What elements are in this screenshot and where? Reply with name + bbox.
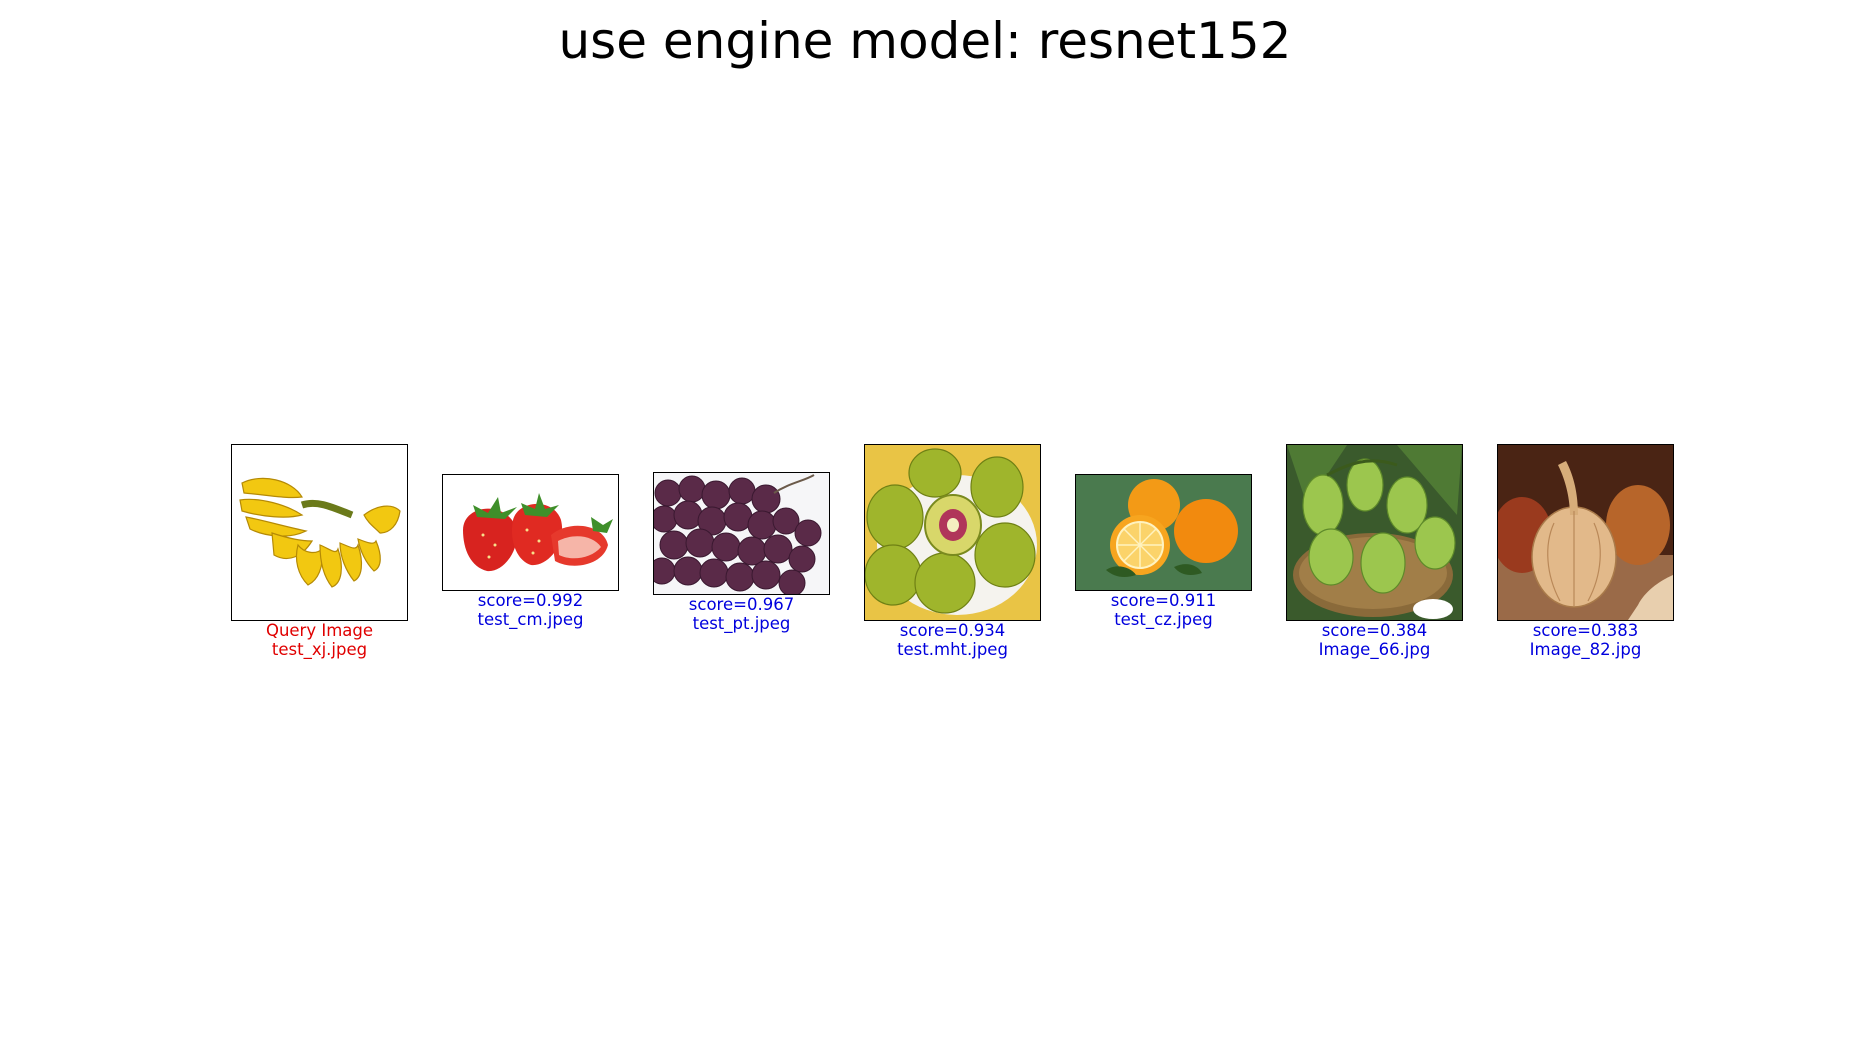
result-filename-6: Image_82.jpg xyxy=(1529,639,1642,659)
result-caption-2: score=0.967 test_pt.jpeg xyxy=(623,595,860,633)
banana-bunch-image xyxy=(231,444,408,621)
query-caption: Query Image test_xj.jpeg xyxy=(201,621,438,659)
query-label: Query Image xyxy=(265,621,374,640)
result-caption-4: score=0.911 test_cz.jpeg xyxy=(1045,591,1282,629)
result-filename-1: test_cm.jpeg xyxy=(477,609,584,629)
mangoes-basket-image xyxy=(1286,444,1463,621)
result-caption-1: score=0.992 test_cm.jpeg xyxy=(412,591,649,629)
query-filename: test_xj.jpeg xyxy=(271,639,368,659)
result-filename-4: test_cz.jpeg xyxy=(1114,609,1213,629)
result-filename-3: test.mht.jpeg xyxy=(897,639,1008,659)
result-score-5: score=0.384 xyxy=(1321,621,1428,640)
result-filename-5: Image_66.jpg xyxy=(1318,639,1431,659)
page-title: use engine model: resnet152 xyxy=(558,12,1292,70)
result-score-1: score=0.992 xyxy=(477,591,584,610)
result-score-4: score=0.911 xyxy=(1110,591,1217,610)
result-score-3: score=0.934 xyxy=(899,621,1006,640)
result-caption-5: score=0.384 Image_66.jpg xyxy=(1256,621,1493,659)
result-caption-6: score=0.383 Image_82.jpg xyxy=(1467,621,1704,659)
result-filename-2: test_pt.jpeg xyxy=(692,613,791,633)
result-caption-3: score=0.934 test.mht.jpeg xyxy=(834,621,1071,659)
strawberries-image xyxy=(442,474,619,591)
grapes-image xyxy=(653,472,830,595)
kiwi-plate-image xyxy=(864,444,1041,621)
oranges-image xyxy=(1075,474,1252,591)
result-score-6: score=0.383 xyxy=(1532,621,1639,640)
onions-image xyxy=(1497,444,1674,621)
result-score-2: score=0.967 xyxy=(688,595,795,614)
